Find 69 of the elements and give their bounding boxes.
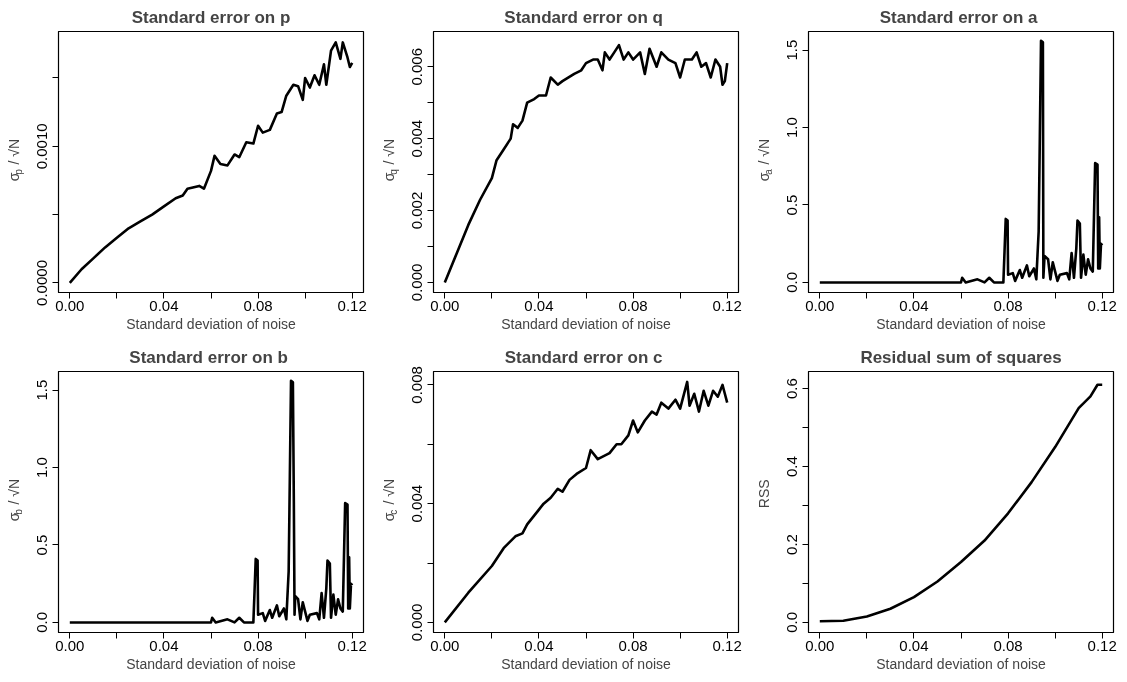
line-series: [443, 43, 729, 284]
line-series: [68, 41, 354, 285]
y-tick-label: 0.004: [408, 484, 426, 523]
y-tick-label: 0.4: [783, 456, 801, 477]
x-tick-label: 0.04: [899, 636, 929, 654]
chart-title: Standard error on a: [879, 7, 1039, 27]
chart-title: Residual sum of squares: [860, 347, 1062, 367]
chart-title: Standard error on b: [129, 347, 288, 367]
chart-title: Standard error on c: [504, 347, 663, 367]
x-axis-title: Standard deviation of noise: [876, 655, 1047, 672]
x-tick-label: 0.08: [618, 296, 648, 314]
y-axis-title: σb / √N: [5, 478, 24, 522]
y-tick-label: 0.0010: [33, 123, 51, 170]
x-tick-label: 0.00: [805, 636, 835, 654]
x-tick-label: 0.00: [805, 296, 835, 314]
x-tick-label: 0.08: [993, 636, 1023, 654]
y-tick-label: 0.008: [408, 366, 426, 404]
x-axis-title: Standard deviation of noise: [501, 315, 672, 332]
x-tick-label: 0.00: [430, 296, 460, 314]
y-tick-label: 0.002: [408, 191, 426, 230]
x-tick-label: 0.08: [618, 636, 648, 654]
y-tick-label: 0.000: [408, 603, 426, 642]
y-axis-title: RSS: [755, 479, 772, 509]
y-tick-label: 0.0: [783, 611, 801, 633]
y-tick-label: 0.006: [408, 47, 426, 86]
x-tick-label: 0.04: [899, 296, 929, 314]
y-tick-label: 0.6: [783, 378, 801, 400]
y-axis-title: σq / √N: [380, 138, 399, 182]
x-tick-label: 0.00: [55, 296, 85, 314]
y-tick-label: 0.004: [408, 119, 426, 158]
x-tick-label: 0.12: [712, 296, 742, 314]
x-tick-label: 0.12: [1087, 636, 1117, 654]
line-series: [68, 379, 354, 624]
y-axis-title: σp / √N: [5, 138, 24, 182]
x-tick-label: 0.12: [337, 636, 367, 654]
y-axis-title: σc / √N: [380, 478, 399, 522]
y-tick-label: 1.5: [33, 379, 51, 401]
x-tick-label: 0.12: [712, 636, 742, 654]
x-tick-label: 0.00: [430, 636, 460, 654]
y-tick-label: 0.0: [33, 612, 51, 633]
y-tick-label: 0.2: [783, 534, 801, 555]
x-tick-label: 0.08: [993, 296, 1023, 314]
chart-title: Standard error on q: [504, 7, 663, 27]
x-tick-label: 0.04: [149, 636, 179, 654]
y-tick-label: 0.0000: [33, 259, 51, 306]
x-axis-title: Standard deviation of noise: [126, 655, 297, 672]
x-axis-title: Standard deviation of noise: [126, 315, 297, 332]
chart-title: Standard error on p: [131, 7, 291, 27]
x-tick-label: 0.00: [55, 636, 85, 654]
y-tick-label: 1.0: [33, 457, 51, 478]
line-series: [443, 380, 729, 624]
x-tick-label: 0.04: [149, 296, 179, 314]
x-tick-label: 0.08: [243, 636, 273, 654]
y-tick-label: 0.000: [408, 263, 426, 302]
x-tick-label: 0.04: [524, 296, 554, 314]
y-tick-label: 0.5: [33, 534, 51, 556]
x-tick-label: 0.08: [243, 296, 273, 314]
line-series: [818, 39, 1104, 284]
x-axis-title: Standard deviation of noise: [501, 655, 672, 672]
x-axis-title: Standard deviation of noise: [876, 315, 1047, 332]
y-axis-title: σa / √N: [755, 138, 774, 182]
x-tick-label: 0.12: [1087, 296, 1117, 314]
y-tick-label: 1.0: [783, 117, 801, 138]
x-tick-label: 0.12: [337, 296, 367, 314]
y-tick-label: 1.5: [783, 39, 801, 61]
line-series: [818, 383, 1104, 623]
y-tick-label: 0.0: [783, 272, 801, 293]
y-tick-label: 0.5: [783, 194, 801, 216]
x-tick-label: 0.04: [524, 636, 554, 654]
